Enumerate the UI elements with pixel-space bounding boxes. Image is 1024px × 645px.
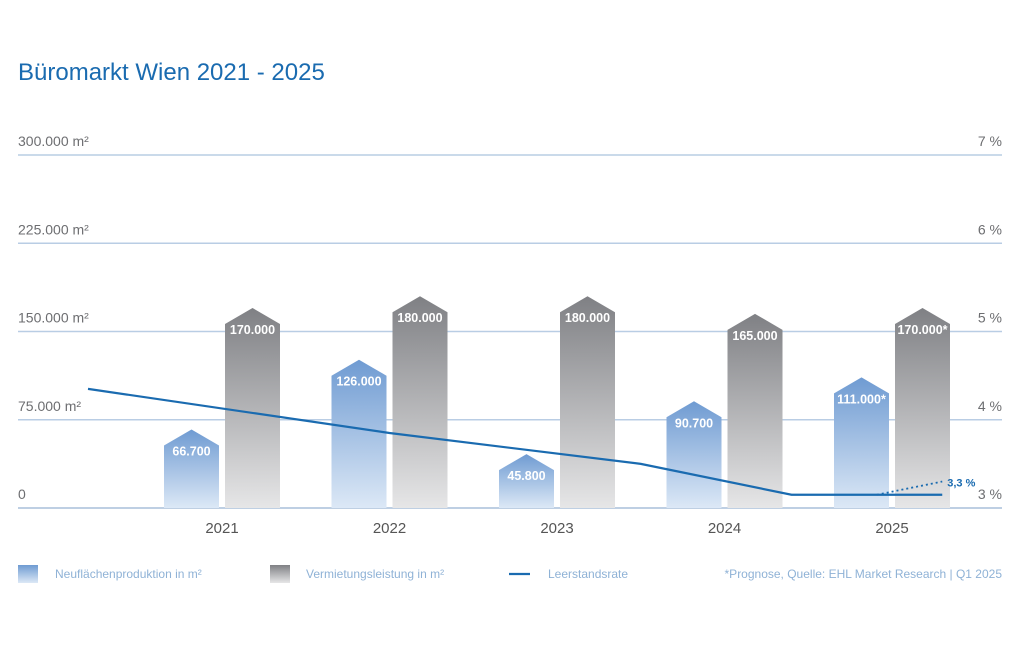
x-tick-label: 2024 (708, 520, 741, 537)
legend-label-leerstandsrate: Leerstandsrate (548, 567, 628, 581)
leerstandsrate-forecast-line (876, 480, 943, 496)
x-tick-label: 2022 (373, 520, 406, 537)
bar-vermietung (895, 307, 950, 508)
bar-neuflaechen (666, 401, 722, 508)
legend-label-vermietung: Vermietungsleistung in m² (306, 567, 444, 581)
bar-value-label: 66.700 (172, 445, 210, 459)
bar-value-label: 45.800 (507, 469, 545, 483)
legend-layer: Neuflächenproduktion in m² Vermietungslei… (18, 565, 1002, 583)
y-left-tick-label: 0 (18, 486, 26, 502)
y-right-tick-label: 5 % (978, 310, 1002, 326)
y-right-tick-label: 4 % (978, 398, 1002, 414)
y-left-tick-label: 150.000 m² (18, 310, 89, 326)
y-left-tick-label: 225.000 m² (18, 221, 89, 237)
leerstandsrate-end-label: 3,3 % (947, 478, 975, 490)
y-left-tick-label: 300.000 m² (18, 133, 89, 149)
bar-value-label: 126.000 (336, 375, 381, 389)
bar-neuflaechen (164, 429, 219, 508)
bar-neuflaechen (834, 377, 889, 508)
x-tick-label: 2025 (875, 520, 908, 537)
axis-layer: 0 75.000 m² 150.000 m² 225.000 m² 300.000 m²… (18, 133, 1002, 537)
x-tick-label: 2021 (205, 520, 238, 537)
chart-title: Büromarkt Wien 2021 - 2025 (18, 59, 325, 86)
bar-value-label: 90.700 (675, 416, 713, 430)
bar-vermietung (560, 296, 615, 508)
bar-neuflaechen (331, 359, 387, 508)
x-tick-label: 2023 (540, 520, 573, 537)
bar-value-label: 180.000 (397, 311, 442, 325)
bar-vermietung (225, 307, 280, 508)
line-layer: 3,3 % (87, 387, 976, 496)
bar-value-label: 180.000 (565, 311, 610, 325)
bar-neuflaechen (499, 454, 554, 508)
y-right-tick-label: 3 % (978, 486, 1002, 502)
bar-value-label: 111.000* (837, 392, 886, 406)
y-right-tick-label: 7 % (978, 133, 1002, 149)
bar-value-label: 170.000* (897, 323, 947, 337)
y-right-tick-label: 6 % (978, 221, 1002, 237)
bar-value-label: 165.000 (732, 329, 777, 343)
source-note: *Prognose, Quelle: EHL Market Research |… (725, 567, 1003, 581)
legend-label-neuflaechen: Neuflächenproduktion in m² (55, 567, 202, 581)
y-left-tick-label: 75.000 m² (18, 398, 81, 414)
bar-value-label: 170.000 (230, 323, 275, 337)
bars-layer: 66.700 126.000 45.800 90.700 111.000* 170.000… (164, 296, 950, 508)
bar-vermietung (392, 296, 448, 508)
legend-swatch-neuflaechen (18, 565, 38, 583)
bar-vermietung (727, 313, 783, 508)
leerstandsrate-line (87, 387, 943, 496)
legend-swatch-vermietung (270, 565, 290, 583)
